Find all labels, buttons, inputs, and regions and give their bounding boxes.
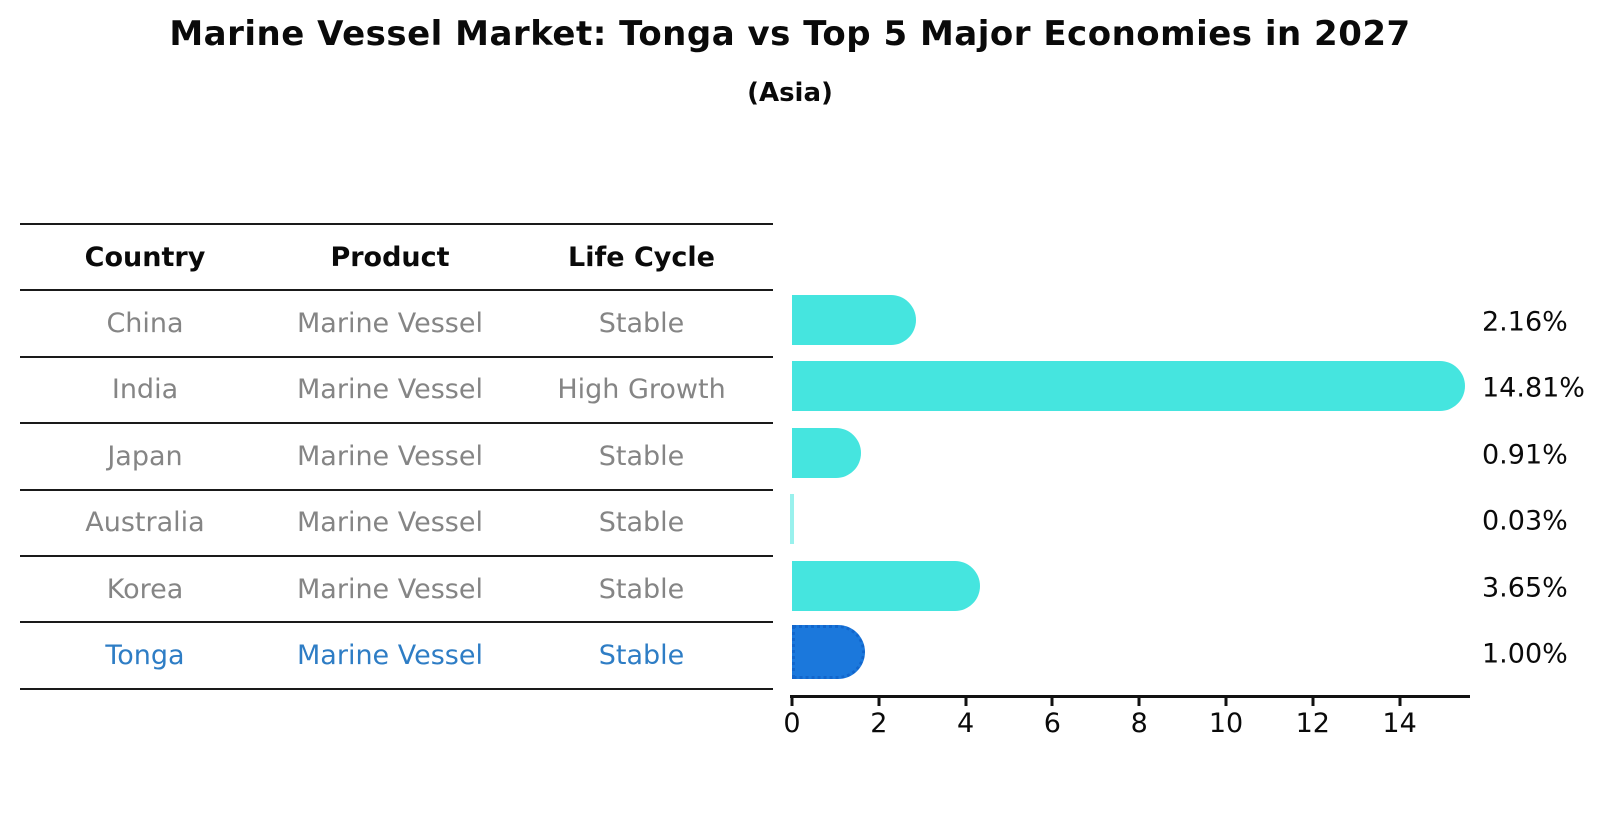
- country-cell: Korea: [106, 573, 184, 605]
- product-cell: Marine Vessel: [297, 640, 483, 672]
- table-row-australia: Australia Marine Vessel Stable: [20, 491, 773, 557]
- value-label-india: 14.81%: [1482, 372, 1585, 404]
- x-axis-line: [790, 695, 1470, 698]
- chart-title: Marine Vessel Market: Tonga vs Top 5 Maj…: [169, 14, 1411, 54]
- value-label-australia: 0.03%: [1482, 505, 1568, 537]
- x-tick-8: [1137, 697, 1141, 706]
- life-cycle-cell: Stable: [598, 573, 685, 605]
- x-tick-0: [790, 697, 794, 706]
- life-cycle-cell: High Growth: [557, 374, 726, 406]
- x-tick-label-14: 14: [1382, 708, 1417, 739]
- x-tick-6: [1050, 697, 1054, 706]
- table-body: China Marine Vessel Stable India Marine Vess…: [20, 291, 773, 690]
- product-cell: Marine Vessel: [297, 507, 483, 539]
- x-tick-14: [1398, 697, 1402, 706]
- life-cycle-cell: Stable: [598, 440, 685, 472]
- bar-tonga: [792, 625, 866, 679]
- country-cell: China: [106, 308, 184, 340]
- x-tick-10: [1224, 697, 1228, 706]
- product-cell: Marine Vessel: [297, 308, 483, 340]
- table-header-row: Country Product Life Cycle: [20, 225, 773, 292]
- table-row-korea: Korea Marine Vessel Stable: [20, 557, 773, 624]
- x-tick-12: [1311, 697, 1315, 706]
- bar-china: [792, 295, 916, 345]
- country-cell: Australia: [85, 507, 205, 539]
- x-tick-4: [964, 697, 968, 706]
- country-cell: Tonga: [105, 640, 185, 672]
- value-label-china: 2.16%: [1482, 306, 1568, 338]
- value-label-tonga: 1.00%: [1482, 638, 1568, 670]
- chart-subtitle: (Asia): [747, 78, 833, 108]
- country-table: Country Product Life Cycle China Marine V…: [20, 223, 773, 690]
- bar-korea: [792, 560, 981, 611]
- x-tick-label-0: 0: [783, 708, 801, 739]
- table-header-product: Product: [330, 241, 450, 273]
- table-row-japan: Japan Marine Vessel Stable: [20, 424, 773, 491]
- x-tick-label-2: 2: [870, 708, 888, 739]
- life-cycle-cell: Stable: [598, 640, 685, 672]
- bar-australia: [790, 494, 794, 545]
- table-header-country: Country: [84, 241, 206, 273]
- x-tick-label-6: 6: [1043, 708, 1061, 739]
- life-cycle-cell: Stable: [598, 308, 685, 340]
- product-cell: Marine Vessel: [297, 440, 483, 472]
- bar-japan: [792, 427, 862, 478]
- product-cell: Marine Vessel: [297, 374, 483, 406]
- product-cell: Marine Vessel: [297, 573, 483, 605]
- x-tick-2: [877, 697, 881, 706]
- x-tick-label-8: 8: [1130, 708, 1148, 739]
- life-cycle-cell: Stable: [598, 507, 685, 539]
- country-cell: Japan: [107, 440, 183, 472]
- value-label-korea: 3.65%: [1482, 572, 1568, 604]
- table-row-india: India Marine Vessel High Growth: [20, 358, 773, 425]
- x-tick-label-4: 4: [957, 708, 975, 739]
- value-label-japan: 0.91%: [1482, 439, 1568, 471]
- table-header-life-cycle: Life Cycle: [568, 241, 715, 273]
- table-row-china: China Marine Vessel Stable: [20, 291, 773, 358]
- table-row-tonga: Tonga Marine Vessel Stable: [20, 623, 773, 690]
- x-tick-label-12: 12: [1295, 708, 1330, 739]
- x-tick-label-10: 10: [1208, 708, 1244, 739]
- country-cell: India: [111, 374, 179, 406]
- bar-india: [792, 361, 1465, 412]
